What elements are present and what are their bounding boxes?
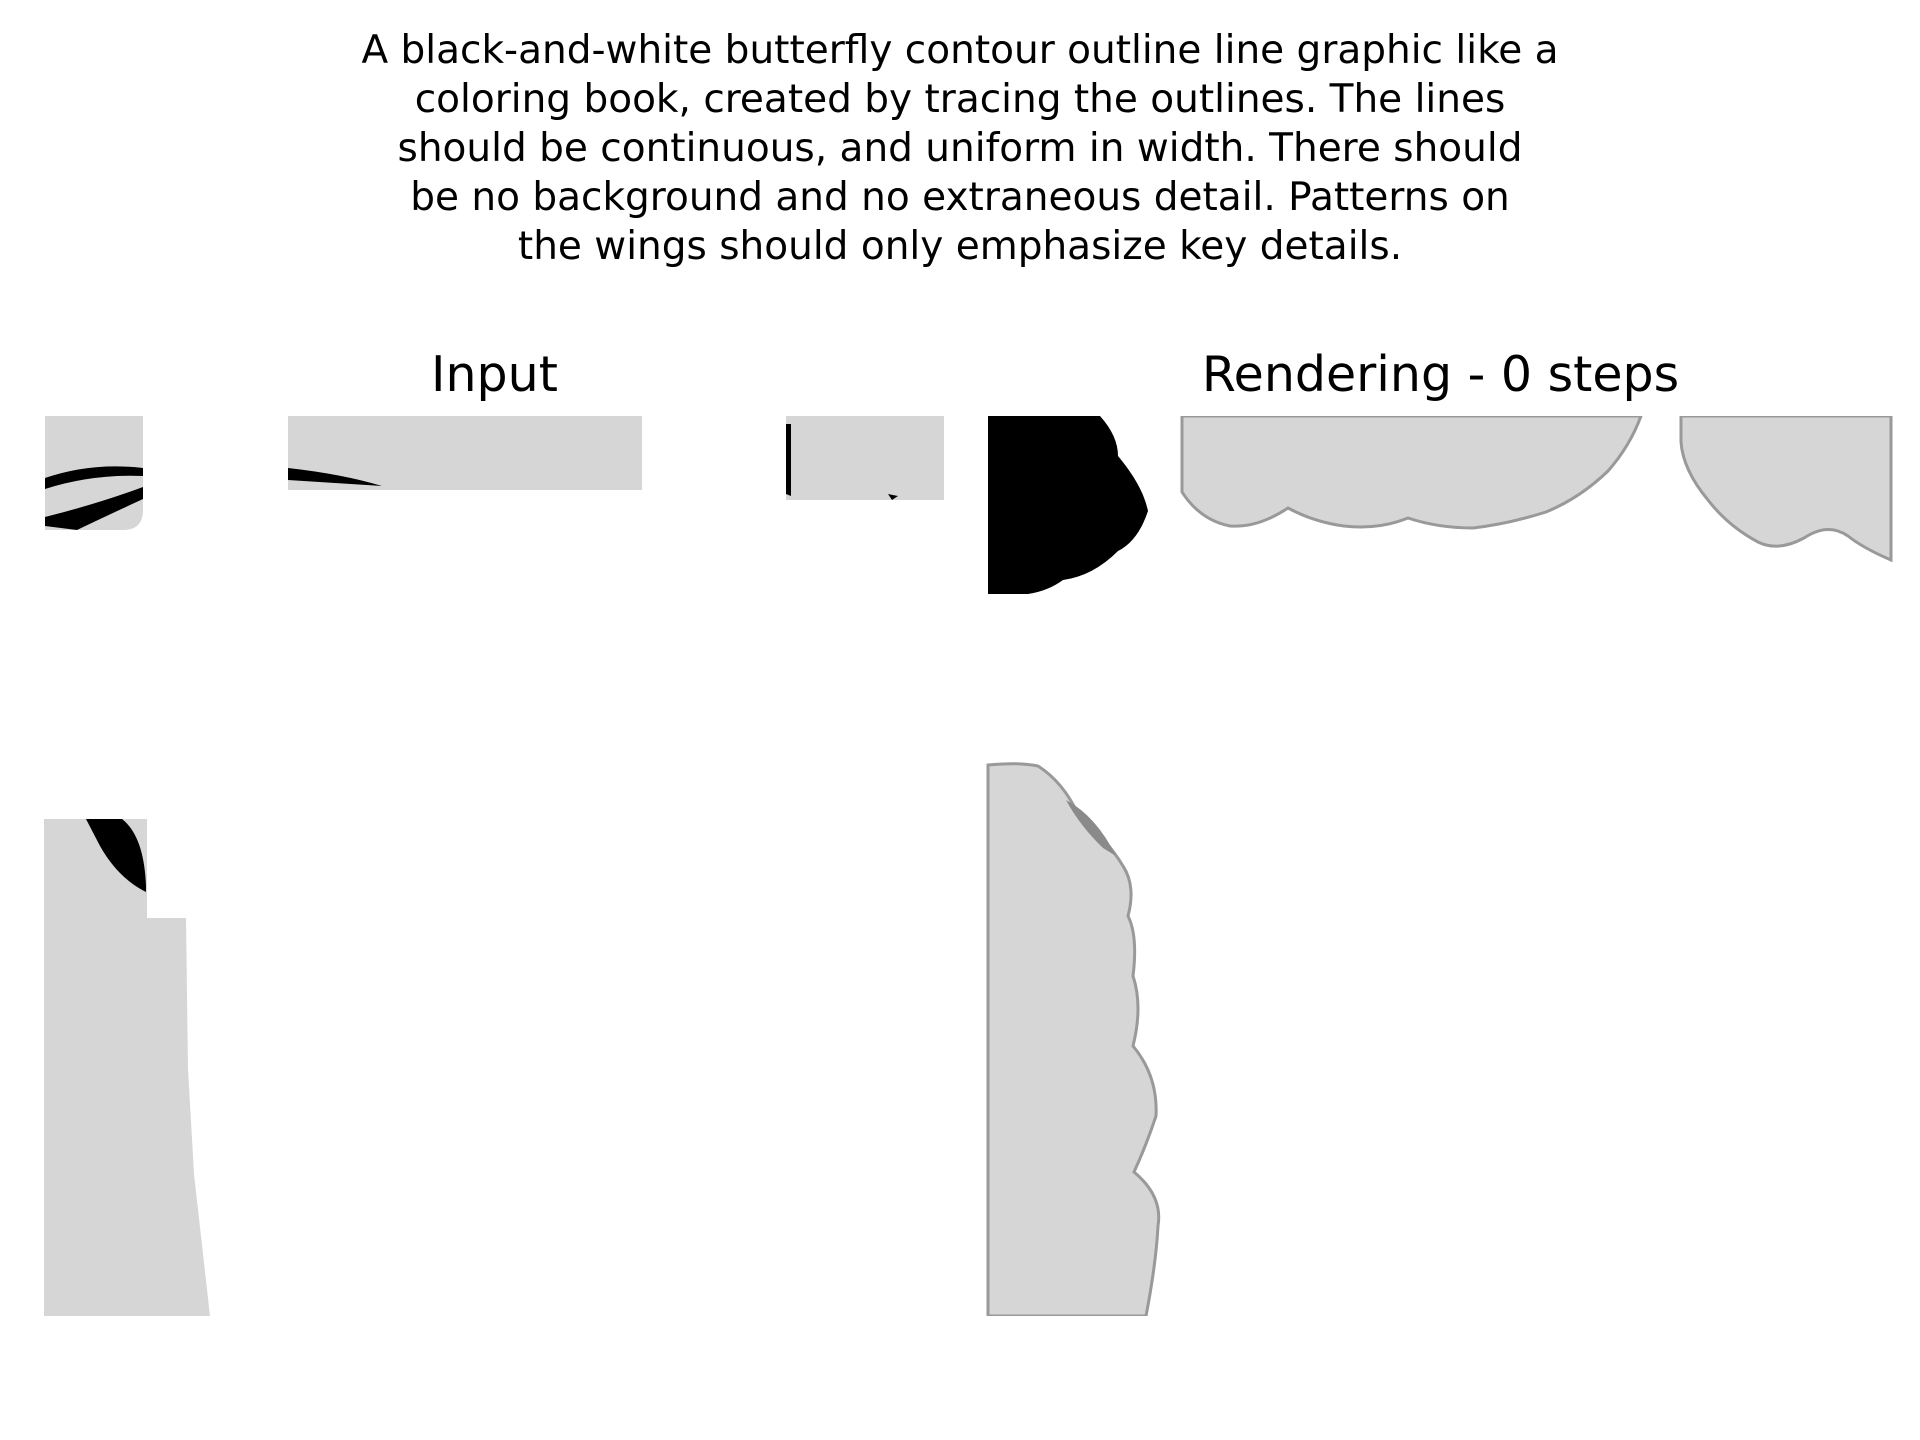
input-stroke-top-center bbox=[288, 468, 382, 486]
rendering-shadow-streak bbox=[1066, 800, 1116, 856]
input-stroke-upper bbox=[45, 466, 143, 489]
rendering-image-panel bbox=[968, 416, 1913, 1316]
input-fragment-bottom-left bbox=[44, 819, 210, 1316]
input-stroke-top-right bbox=[786, 424, 791, 496]
input-panel-title: Input bbox=[431, 346, 558, 403]
rendering-left-body-fragment bbox=[986, 762, 1161, 1316]
input-image-panel bbox=[22, 416, 967, 1316]
input-body-dark-shape bbox=[86, 819, 146, 892]
rendering-panel-title: Rendering - 0 steps bbox=[1201, 346, 1680, 403]
input-stroke-lower bbox=[45, 487, 143, 530]
rendering-image bbox=[986, 416, 1893, 1316]
input-dot-top-right bbox=[888, 494, 898, 500]
input-image bbox=[44, 416, 944, 1316]
prompt-caption: A black-and-white butterfly contour outl… bbox=[361, 28, 1559, 269]
input-fragment-top-right bbox=[786, 416, 944, 500]
rendering-top-wing-edge bbox=[1180, 416, 1643, 530]
rendering-top-right-wing-edge bbox=[1679, 416, 1893, 563]
rendering-dark-blob bbox=[988, 416, 1148, 594]
